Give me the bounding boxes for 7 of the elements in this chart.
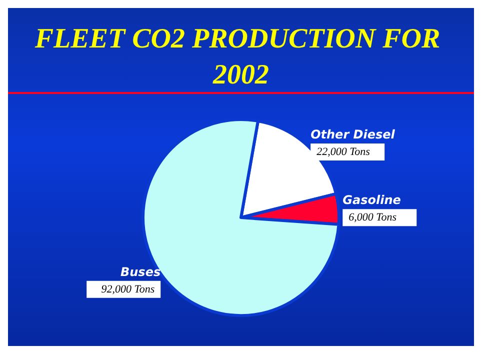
slice-label: Gasoline xyxy=(342,193,401,208)
data-label: 22,000 Tons xyxy=(316,146,370,158)
data-label: 92,000 Tons xyxy=(101,283,155,296)
slice-label: Other Diesel xyxy=(310,127,396,142)
data-label: 6,000 Tons xyxy=(348,212,397,224)
chart-title: FLEET CO2 PRODUCTION FOR 2002 xyxy=(34,24,448,90)
slice-label: Buses xyxy=(120,264,161,279)
